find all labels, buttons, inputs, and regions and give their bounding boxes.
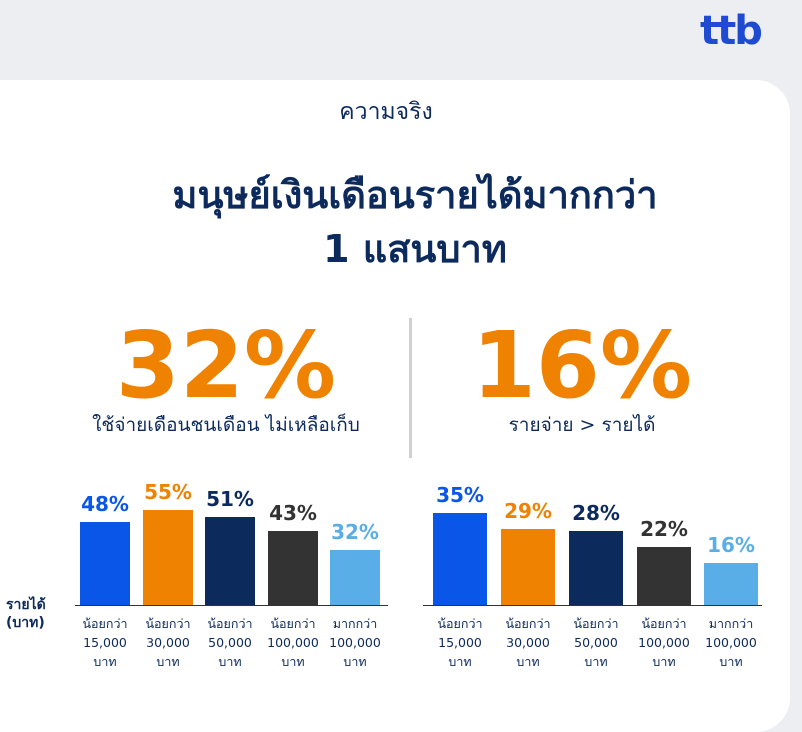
logo: ttb — [700, 8, 763, 54]
bar — [501, 528, 555, 605]
stat-value: 16% — [471, 312, 693, 419]
value-label: 51% — [206, 486, 254, 511]
title: มนุษย์เงินเดือนรายได้มากกว่า 1 แสนบาท — [0, 168, 802, 276]
value-label: 32% — [331, 519, 379, 544]
x-tick-label: น้อยกว่า 100,000 บาท — [267, 616, 319, 669]
value-label: 48% — [81, 491, 129, 516]
value-label: 28% — [572, 501, 620, 526]
x-tick-label: น้อยกว่า 15,000 บาท — [437, 616, 483, 669]
bar — [433, 512, 487, 605]
x-tick-label: มากกว่า 100,000 บาท — [329, 616, 381, 669]
bar — [143, 509, 193, 605]
bar — [268, 530, 318, 605]
baseline — [75, 605, 388, 606]
x-tick-label: น้อยกว่า 30,000 บาท — [145, 616, 191, 669]
bar — [330, 549, 380, 605]
bar — [80, 521, 130, 605]
stat-caption: รายจ่าย > รายได้ — [508, 414, 656, 436]
value-label: 22% — [640, 517, 688, 542]
value-label: 35% — [436, 482, 484, 507]
x-tick-label: น้อยกว่า 100,000 บาท — [638, 616, 690, 669]
value-label: 16% — [707, 532, 755, 557]
x-tick-label: น้อยกว่า 50,000 บาท — [207, 616, 253, 669]
bar — [569, 531, 623, 605]
divider — [409, 318, 412, 458]
axis-label: รายได้ (บาท) — [6, 597, 46, 631]
title-line: มนุษย์เงินเดือนรายได้มากกว่า — [172, 173, 658, 217]
stat-caption: ใช้จ่ายเดือนชนเดือน ไม่เหลือเก็บ — [92, 414, 360, 436]
bar — [637, 547, 691, 605]
bar-chart: 35% 29% 28% 22% 16% — [423, 80, 762, 605]
x-tick-label: น้อยกว่า 50,000 บาท — [573, 616, 619, 669]
value-label: 29% — [504, 498, 552, 523]
value-label: 55% — [144, 479, 192, 504]
x-tick-label: น้อยกว่า 30,000 บาท — [505, 616, 551, 669]
bar — [205, 516, 255, 605]
value-label: 43% — [269, 500, 317, 525]
title-line: 1 แสนบาท — [323, 227, 507, 271]
x-tick-label: มากกว่า 100,000 บาท — [705, 616, 757, 669]
card: ความจริง มนุษย์เงินเดือนรายได้มากกว่า 1 … — [0, 80, 790, 732]
bar-chart: 48% 55% 51% 43% 32% — [75, 80, 388, 605]
stat-value: 32% — [115, 312, 337, 419]
x-tick-label: น้อยกว่า 15,000 บาท — [82, 616, 128, 669]
label: ความจริง — [339, 99, 433, 125]
bar — [704, 562, 758, 605]
baseline — [423, 605, 762, 606]
